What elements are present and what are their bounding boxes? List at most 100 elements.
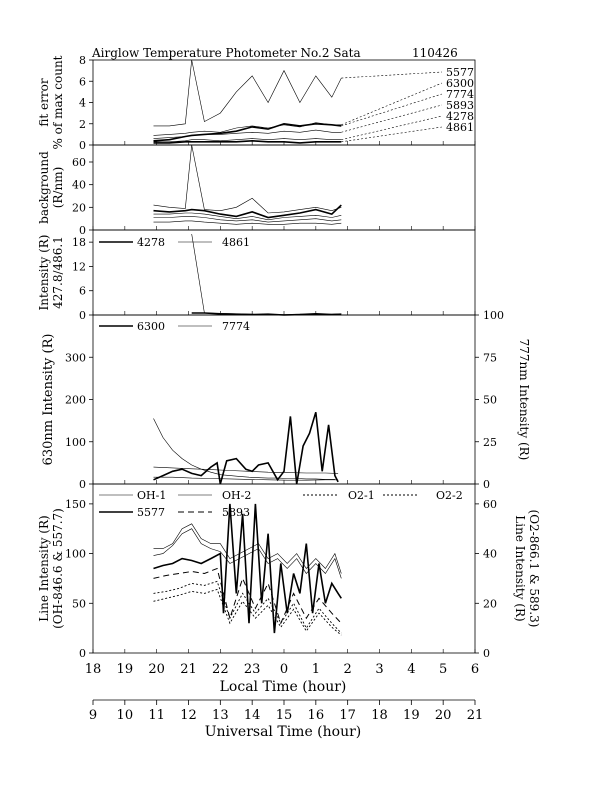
series-red_line-line_b xyxy=(153,411,339,485)
ytick-label-fit_error-2: 2 xyxy=(79,118,86,131)
ytick-label-background-0: 0 xyxy=(79,224,86,237)
series-background-b xyxy=(153,204,342,219)
local-time-tick-0: 18 xyxy=(85,662,102,677)
ytick-right-label-red_line-50: 50 xyxy=(483,394,497,407)
ytick-label-red_line-300: 300 xyxy=(65,351,86,364)
local-time-tick-6: 0 xyxy=(280,662,288,677)
ytick-label-line_intensity-50: 50 xyxy=(72,597,86,610)
universal-time-tick-2: 11 xyxy=(148,708,165,723)
local-time-tick-8: 2 xyxy=(344,662,352,677)
series-background-c xyxy=(153,212,342,221)
ylabel-right-red_line-0: 777nm Intensity (R) xyxy=(517,339,531,461)
ylabel-fit_error-1: % of max count xyxy=(51,55,65,149)
ytick-label-intensity_blue-12: 12 xyxy=(72,260,86,273)
ytick-label-intensity_blue-18: 18 xyxy=(72,236,86,249)
series-line_intensity-OH-1 xyxy=(153,523,342,574)
local-time-tick-12: 6 xyxy=(471,662,479,677)
ytick-label-intensity_blue-6: 6 xyxy=(79,285,86,298)
ytick-right-label-red_line-0: 0 xyxy=(483,478,490,491)
series-fit_error-5577 xyxy=(153,59,342,127)
legend-line-OH-2-label: OH-2 xyxy=(222,489,251,502)
legend-fit-error-5577: 5577 xyxy=(446,66,474,79)
ytick-label-fit_error-8: 8 xyxy=(79,54,86,67)
ytick-label-intensity_blue-0: 0 xyxy=(79,309,86,322)
ytick-right-label-line_intensity-0: 0 xyxy=(483,647,490,660)
ytick-label-background-40: 40 xyxy=(72,179,86,192)
series-line_intensity-5577 xyxy=(153,503,342,634)
ylabel-right-line_intensity-1: (O2-866.1 & 589.3) xyxy=(527,510,541,628)
ylabel-line_intensity-1: (OH-846.6 & 557.7) xyxy=(51,508,65,629)
panel-intensity_blue: 0 6 12 18 Intensity (R) 427.8/486.1 xyxy=(37,229,476,322)
legend-line-O2-2-label: O2-2 xyxy=(436,489,463,502)
ylabel-background-1: (R/nm) xyxy=(51,167,65,209)
ytick-label-background-20: 20 xyxy=(72,201,86,214)
universal-time-tick-6: 15 xyxy=(276,708,293,723)
legend-line-OH-1-label: OH-1 xyxy=(137,489,166,502)
ytick-right-label-line_intensity-60: 60 xyxy=(483,498,497,511)
local-time-tick-3: 21 xyxy=(180,662,197,677)
series-fit_error-4861 xyxy=(153,139,342,144)
local-time-tick-2: 20 xyxy=(148,662,165,677)
series-background-a xyxy=(153,144,342,214)
panel-frame-red_line xyxy=(92,314,476,485)
ylabel-intensity_blue-0: Intensity (R) xyxy=(37,235,51,311)
local-time-tick-10: 4 xyxy=(407,662,415,677)
legend-fit-error-7774: 7774 xyxy=(446,88,474,101)
panel-fit_error: 0 2 4 6 8 fit error% of max count xyxy=(37,54,476,152)
legend-red-7774-label: 7774 xyxy=(222,320,250,333)
ytick-label-red_line-0: 0 xyxy=(79,478,86,491)
universal-time-tick-5: 14 xyxy=(244,708,261,723)
universal-time-tick-12: 21 xyxy=(467,708,484,723)
universal-time-tick-3: 12 xyxy=(180,708,197,723)
legend-line-O2-1-label: O2-1 xyxy=(348,489,375,502)
ytick-right-label-line_intensity-20: 20 xyxy=(483,597,497,610)
local-time-tick-1: 19 xyxy=(117,662,134,677)
legend-leader-7774 xyxy=(341,93,443,127)
time-axes: 18 19 20 21 22 23 0 1 2 3 4 5 69 10 11 12 13 14 15 16 17 18 19… xyxy=(85,662,484,723)
series-red_line-7774 xyxy=(153,476,339,481)
legend-fit-error-4278: 4278 xyxy=(446,110,474,123)
legend-fit-error-5893: 5893 xyxy=(446,99,474,112)
ytick-label-line_intensity-150: 150 xyxy=(65,498,86,511)
series-intensity_blue-4861 xyxy=(191,233,342,315)
local-time-axis-label: Local Time (hour) xyxy=(220,679,347,695)
universal-time-tick-4: 13 xyxy=(212,708,229,723)
legend-fit-error-4861: 4861 xyxy=(446,121,474,134)
ytick-label-red_line-100: 100 xyxy=(65,436,86,449)
ytick-label-red_line-200: 200 xyxy=(65,394,86,407)
series-background-d xyxy=(153,216,342,223)
ylabel-red_line-0: 630nm Intensity (R) xyxy=(41,334,56,466)
legend-leader-5577 xyxy=(341,71,443,79)
legend-leader-5893 xyxy=(341,104,443,133)
local-time-tick-9: 3 xyxy=(375,662,383,677)
universal-time-tick-7: 16 xyxy=(308,708,325,723)
legend-fit-error-6300: 6300 xyxy=(446,77,474,90)
series-line_intensity-O2-1 xyxy=(153,580,342,634)
series-fit_error-5893 xyxy=(153,129,342,139)
panel-background: 0 20 40 60 background (R/nm) xyxy=(37,144,476,237)
universal-time-tick-9: 18 xyxy=(371,708,388,723)
panel-frame-fit_error xyxy=(92,59,476,146)
local-time-tick-11: 5 xyxy=(439,662,447,677)
series-fit_error-4278 xyxy=(153,138,342,143)
series-line_intensity-5893 xyxy=(153,567,342,625)
universal-time-tick-11: 20 xyxy=(435,708,452,723)
ylabel-intensity_blue-1: 427.8/486.1 xyxy=(51,236,65,309)
legend-leader-4861 xyxy=(341,126,443,143)
ytick-label-fit_error-6: 6 xyxy=(79,75,86,88)
local-time-tick-5: 23 xyxy=(244,662,261,677)
ylabel-background-0: background xyxy=(37,151,51,224)
series-red_line-line_a xyxy=(153,466,339,474)
universal-time-tick-8: 17 xyxy=(339,708,356,723)
legend-intensity-4278-label: 4278 xyxy=(137,236,165,249)
legend-intensity-4861-label: 4861 xyxy=(222,236,250,249)
series-background-e xyxy=(153,220,342,225)
universal-time-tick-0: 9 xyxy=(89,708,97,723)
ytick-label-background-60: 60 xyxy=(72,156,86,169)
ytick-right-label-line_intensity-40: 40 xyxy=(483,548,497,561)
ylabel-fit_error-0: fit error xyxy=(37,78,51,126)
ylabel-right-line_intensity-0: Line Intensity (R) xyxy=(513,515,527,621)
ytick-label-line_intensity-0: 0 xyxy=(79,647,86,660)
